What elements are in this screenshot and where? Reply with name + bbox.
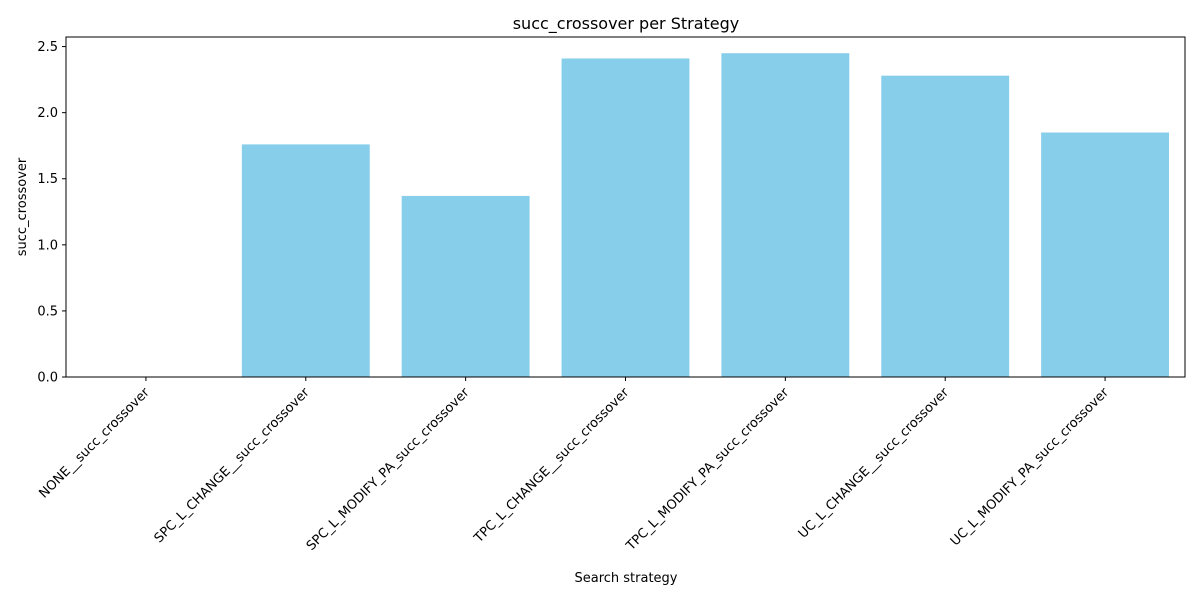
bar-spc-l-modify-pa-succ-crossover [401, 195, 530, 377]
x-tick-label: NONE__succ_crossover [37, 385, 154, 502]
bar-uc-l-modify-pa-succ-crossover [1041, 132, 1170, 377]
x-tick-label: SPC_L_MODIFY_PA_succ_crossover [304, 385, 473, 554]
bar-uc-l-change-succ-crossover [881, 75, 1010, 378]
y-tick-label: 0.5 [37, 304, 58, 319]
x-tick-label: UC_L_MODIFY_PA_succ_crossover [948, 385, 1112, 549]
y-axis-label: succ_crossover [15, 157, 30, 256]
y-tick-label: 2.5 [37, 40, 58, 55]
bar-tpc-l-change-succ-crossover [561, 58, 690, 377]
x-axis: NONE__succ_crossoverSPC_L_CHANGE__succ_c… [37, 377, 1112, 555]
y-tick-label: 1.5 [37, 172, 58, 187]
x-axis-label: Search strategy [574, 571, 677, 586]
bar-spc-l-change-succ-crossover [241, 144, 370, 377]
x-tick-label: UC_L_CHANGE__succ_crossover [796, 385, 953, 542]
y-axis: 0.0 0.5 1.0 1.5 2.0 2.5 [37, 40, 66, 386]
bar-tpc-l-modify-pa-succ-crossover [721, 53, 850, 377]
bars-layer [241, 53, 1170, 378]
x-tick-label: TPC_L_CHANGE__succ_crossover [471, 385, 633, 547]
chart-title: succ_crossover per Strategy [513, 14, 740, 34]
y-tick-label: 2.0 [37, 106, 58, 121]
y-tick-label: 0.0 [37, 371, 58, 386]
x-tick-label: TPC_L_MODIFY_PA_succ_crossover [623, 385, 793, 555]
y-tick-label: 1.0 [37, 238, 58, 253]
x-tick-label: SPC_L_CHANGE__succ_crossover [152, 385, 313, 546]
